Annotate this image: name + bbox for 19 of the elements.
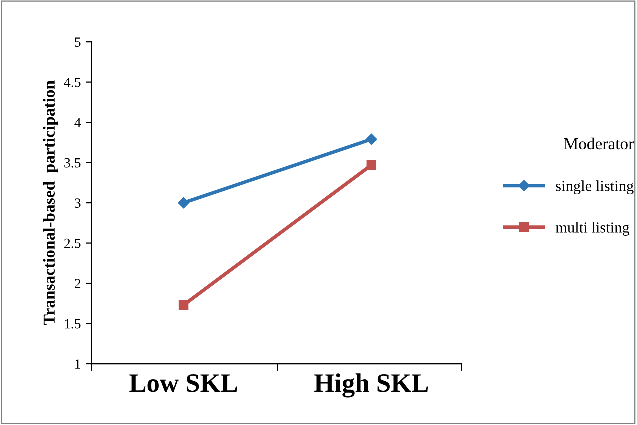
point	[366, 134, 378, 146]
point	[178, 300, 189, 310]
y-tick-label: 1	[76, 360, 80, 369]
y-tick-label: 4	[74, 118, 82, 128]
y-tick-label: 3	[75, 198, 81, 208]
x-tick-label: High SKL	[314, 374, 428, 398]
legend-title: Moderator	[564, 138, 634, 150]
y-tick-label: 5	[75, 38, 81, 48]
y-axis-title: Transactional-based participation	[43, 80, 58, 326]
x-tick-label: Low SKL	[130, 374, 238, 392]
point	[178, 197, 190, 209]
y-tick-label: 2.5	[64, 238, 81, 248]
point	[366, 160, 377, 170]
y-tick-label: 4.5	[64, 78, 81, 88]
legend-label: multi listing	[556, 222, 630, 236]
y-tick-label: 3.5	[64, 158, 81, 168]
legend-label: single listing	[556, 180, 634, 195]
y-tick-label: 1.5	[65, 319, 81, 329]
y-tick-label: 2	[74, 279, 81, 288]
